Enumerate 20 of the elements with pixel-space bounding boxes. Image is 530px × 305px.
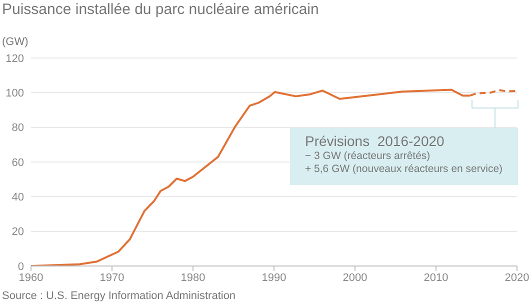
- y-tick-label: 100: [6, 88, 24, 100]
- x-tick-label: 1980: [180, 272, 206, 284]
- y-tick-label: 80: [12, 122, 24, 134]
- x-tick-label: 2010: [424, 272, 448, 284]
- annotation: + 5,6 GW (nouveaux réacteurs en service): [305, 163, 504, 176]
- y-axis-title: (GW): [2, 36, 28, 48]
- source-note: Source : U.S. Energy Information Administration: [2, 290, 236, 302]
- y-tick-label: 60: [12, 156, 24, 169]
- y-tick-label: 0: [18, 260, 24, 273]
- x-tick-label: 1960: [18, 272, 44, 284]
- annotation: Prévisions 2016-2020: [305, 133, 446, 150]
- chart-title: Puissance installée du parc nucléaire américain: [2, 1, 319, 18]
- annotation: − 3 GW (réacteurs arrêtés): [305, 150, 432, 163]
- y-tick-label: 40: [12, 192, 24, 204]
- x-tick-label: 2000: [342, 272, 368, 284]
- x-tick-label: 1970: [100, 272, 124, 284]
- y-tick-label: 120: [6, 52, 24, 65]
- x-tick-label: 1990: [262, 272, 286, 284]
- y-tick-label: 20: [12, 226, 24, 238]
- x-tick-label: 2020: [504, 272, 530, 284]
